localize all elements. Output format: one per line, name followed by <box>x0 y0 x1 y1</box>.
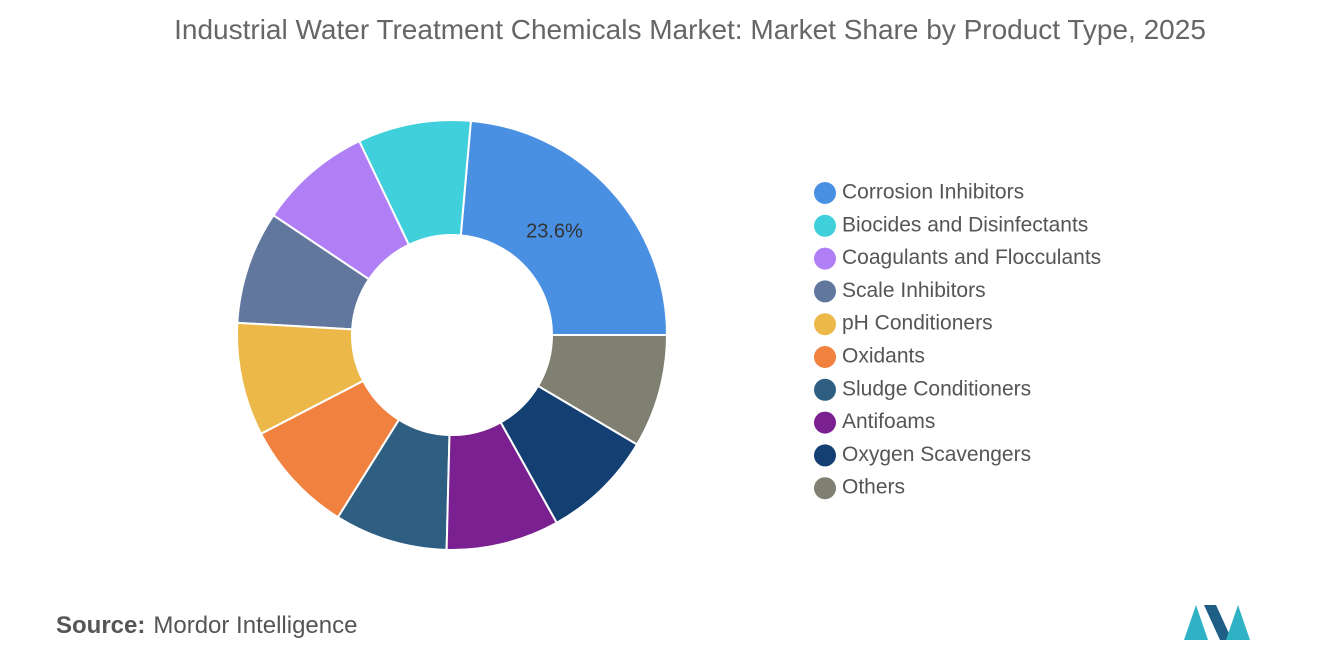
legend-label: Oxidants <box>842 345 925 368</box>
legend-label: Biocides and Disinfectants <box>842 213 1088 236</box>
logo-shape <box>1204 605 1232 640</box>
legend-label: Antifoams <box>842 410 935 433</box>
legend-label: Oxygen Scavengers <box>842 443 1031 466</box>
chart-title: Industrial Water Treatment Chemicals Mar… <box>174 14 1206 45</box>
legend-marker <box>814 378 836 401</box>
legend-label: Coagulants and Flocculants <box>842 246 1101 269</box>
legend-marker <box>814 280 836 303</box>
legend-label: Scale Inhibitors <box>842 279 986 302</box>
legend-label: pH Conditioners <box>842 312 993 335</box>
legend-marker <box>814 346 836 368</box>
logo <box>1184 605 1250 640</box>
legend-marker <box>814 182 836 204</box>
legend-marker <box>814 477 836 500</box>
source-label: Source: <box>56 612 146 639</box>
legend-marker <box>814 444 836 467</box>
legend-label: Sludge Conditioners <box>842 377 1031 400</box>
legend-label: Others <box>842 476 905 499</box>
logo-shape <box>1226 605 1250 640</box>
legend-marker <box>814 247 836 270</box>
data-label: 23.6% <box>526 220 583 242</box>
legend-marker <box>814 214 836 237</box>
legend-marker <box>814 313 836 336</box>
source-text: Mordor Intelligence <box>153 612 358 639</box>
slice <box>536 334 669 446</box>
slice <box>459 119 669 336</box>
source: Source: Mordor Intelligence <box>56 612 357 640</box>
logo-shape <box>1184 605 1208 640</box>
legend-marker <box>814 411 836 434</box>
legend-label: Corrosion Inhibitors <box>842 181 1024 204</box>
